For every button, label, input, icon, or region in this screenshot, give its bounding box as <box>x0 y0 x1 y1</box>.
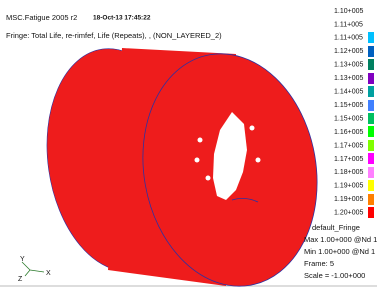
legend-swatch <box>368 140 374 151</box>
triad-x-label: X <box>46 270 51 277</box>
legend-swatch <box>368 113 374 124</box>
legend-swatch <box>368 32 374 43</box>
timestamp: 18-Oct-13 17:45:22 <box>93 15 151 22</box>
bolt-hole <box>256 158 261 163</box>
legend-label: 1.17+005 <box>334 142 363 149</box>
scale: Scale = -1.00+000 <box>304 271 365 280</box>
legend-swatch <box>368 73 374 84</box>
legend-label: 1.15+005 <box>334 115 363 122</box>
legend-swatch <box>368 46 374 57</box>
legend-swatch <box>368 167 374 178</box>
legend-swatch <box>368 194 374 205</box>
legend-swatch <box>368 86 374 97</box>
legend-label: 1.19+005 <box>334 183 363 190</box>
legend-label: 1.17+005 <box>334 156 363 163</box>
legend-swatch <box>368 180 374 191</box>
legend-label: 1.18+005 <box>334 169 363 176</box>
frame: Frame: 5 <box>304 259 334 268</box>
legend-swatch <box>368 126 374 137</box>
legend-label: 1.13+005 <box>334 62 363 69</box>
legend-label: 1.12+005 <box>334 48 363 55</box>
triad-z-label: Z <box>18 276 23 283</box>
bolt-hole <box>195 158 200 163</box>
app-version: MSC.Fatigue 2005 r2 <box>6 13 77 22</box>
fringe-name: default_Fringe <box>312 223 360 232</box>
legend-label: 1.11+005 <box>334 21 363 28</box>
legend-label: 1.11+005 <box>334 35 363 42</box>
legend-label: 1.10+005 <box>334 8 363 15</box>
legend-label: 1.19+005 <box>334 196 363 203</box>
max-value: Max 1.00+000 @Nd 1 <box>304 235 377 244</box>
legend-label: 1.20+005 <box>334 210 363 217</box>
legend-swatch <box>368 153 374 164</box>
bolt-hole <box>206 176 211 181</box>
legend-swatch <box>368 207 374 218</box>
fringe-title: Fringe: Total Life, re-rimfef, Life (Rep… <box>6 31 222 40</box>
triad-y-label: Y <box>20 256 25 263</box>
bolt-hole <box>198 138 203 143</box>
viewport: MSC.Fatigue 2005 r2 18-Oct-13 17:45:22 F… <box>0 0 377 288</box>
legend-label: 1.14+005 <box>334 89 363 96</box>
min-value: Min 1.00+000 @Nd 1 <box>304 247 375 256</box>
legend-label: 1.16+005 <box>334 129 363 136</box>
legend-swatch <box>368 59 374 70</box>
bolt-hole <box>250 126 255 131</box>
legend-swatch <box>368 100 374 111</box>
legend-label: 1.15+005 <box>334 102 363 109</box>
legend-swatch <box>368 19 374 30</box>
legend-label: 1.13+005 <box>334 75 363 82</box>
